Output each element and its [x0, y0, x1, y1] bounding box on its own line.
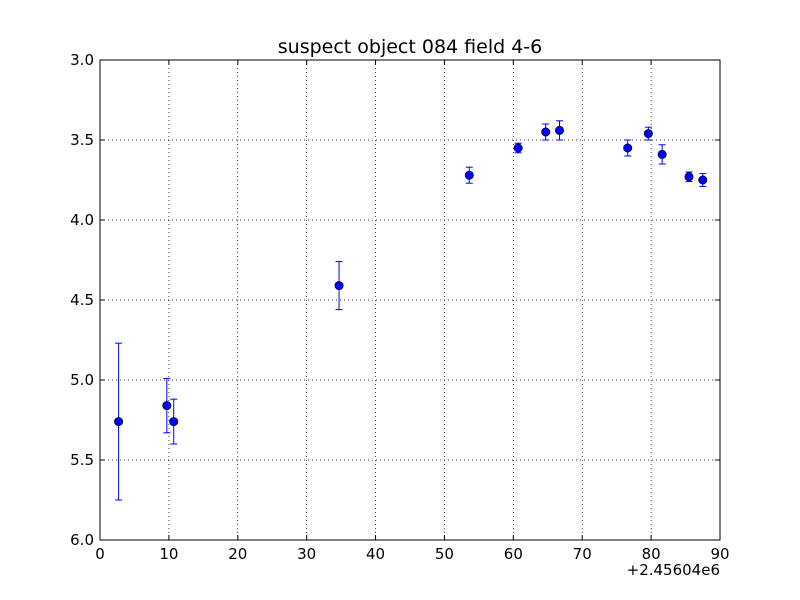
data-point	[657, 144, 667, 165]
x-tick-label: 90	[710, 545, 729, 563]
marker	[114, 417, 124, 427]
data-point	[513, 142, 523, 154]
y-tick-label: 6.0	[70, 531, 94, 549]
x-tick-label: 80	[642, 545, 661, 563]
y-tick-label: 5.5	[70, 451, 94, 469]
marker	[623, 143, 633, 153]
marker	[643, 129, 653, 139]
marker	[657, 149, 667, 159]
data-point	[169, 398, 179, 445]
x-tick-label: 40	[366, 545, 385, 563]
marker	[169, 417, 179, 427]
marker	[684, 172, 694, 182]
marker	[464, 170, 474, 180]
data-series	[114, 120, 708, 501]
y-tick-label: 3.5	[70, 131, 94, 149]
data-point	[334, 261, 344, 311]
data-point	[464, 166, 474, 184]
data-point	[162, 377, 172, 434]
marker	[698, 175, 708, 185]
y-tick-label: 3.0	[70, 51, 94, 69]
data-point	[623, 139, 633, 157]
marker	[513, 143, 523, 153]
data-point	[643, 126, 653, 141]
data-point	[684, 171, 694, 183]
data-point	[114, 342, 124, 501]
x-tick-label: 30	[297, 545, 316, 563]
x-tick-label: 50	[435, 545, 454, 563]
x-tick-label: 20	[228, 545, 247, 563]
x-tick-label: 0	[95, 545, 105, 563]
data-point	[698, 173, 708, 187]
marker	[334, 281, 344, 291]
data-point	[554, 120, 564, 141]
chart-title: suspect object 084 field 4-6	[278, 36, 543, 58]
grid	[99, 59, 721, 541]
x-axis-offset-label: +2.45604e6	[627, 561, 720, 579]
x-tick-label: 10	[159, 545, 178, 563]
axis-ticks: 0 10 20 30 40 50 60 70 80 90 3.0 3.5 4.0 4.5 5.0 5.5 6.0	[70, 51, 729, 563]
data-point	[541, 123, 551, 141]
y-tick-label: 4.5	[70, 291, 94, 309]
y-tick-label: 4.0	[70, 211, 94, 229]
marker	[162, 401, 172, 411]
marker	[554, 125, 564, 135]
x-tick-label: 60	[504, 545, 523, 563]
y-tick-label: 5.0	[70, 371, 94, 389]
x-tick-label: 70	[573, 545, 592, 563]
marker	[541, 127, 551, 137]
